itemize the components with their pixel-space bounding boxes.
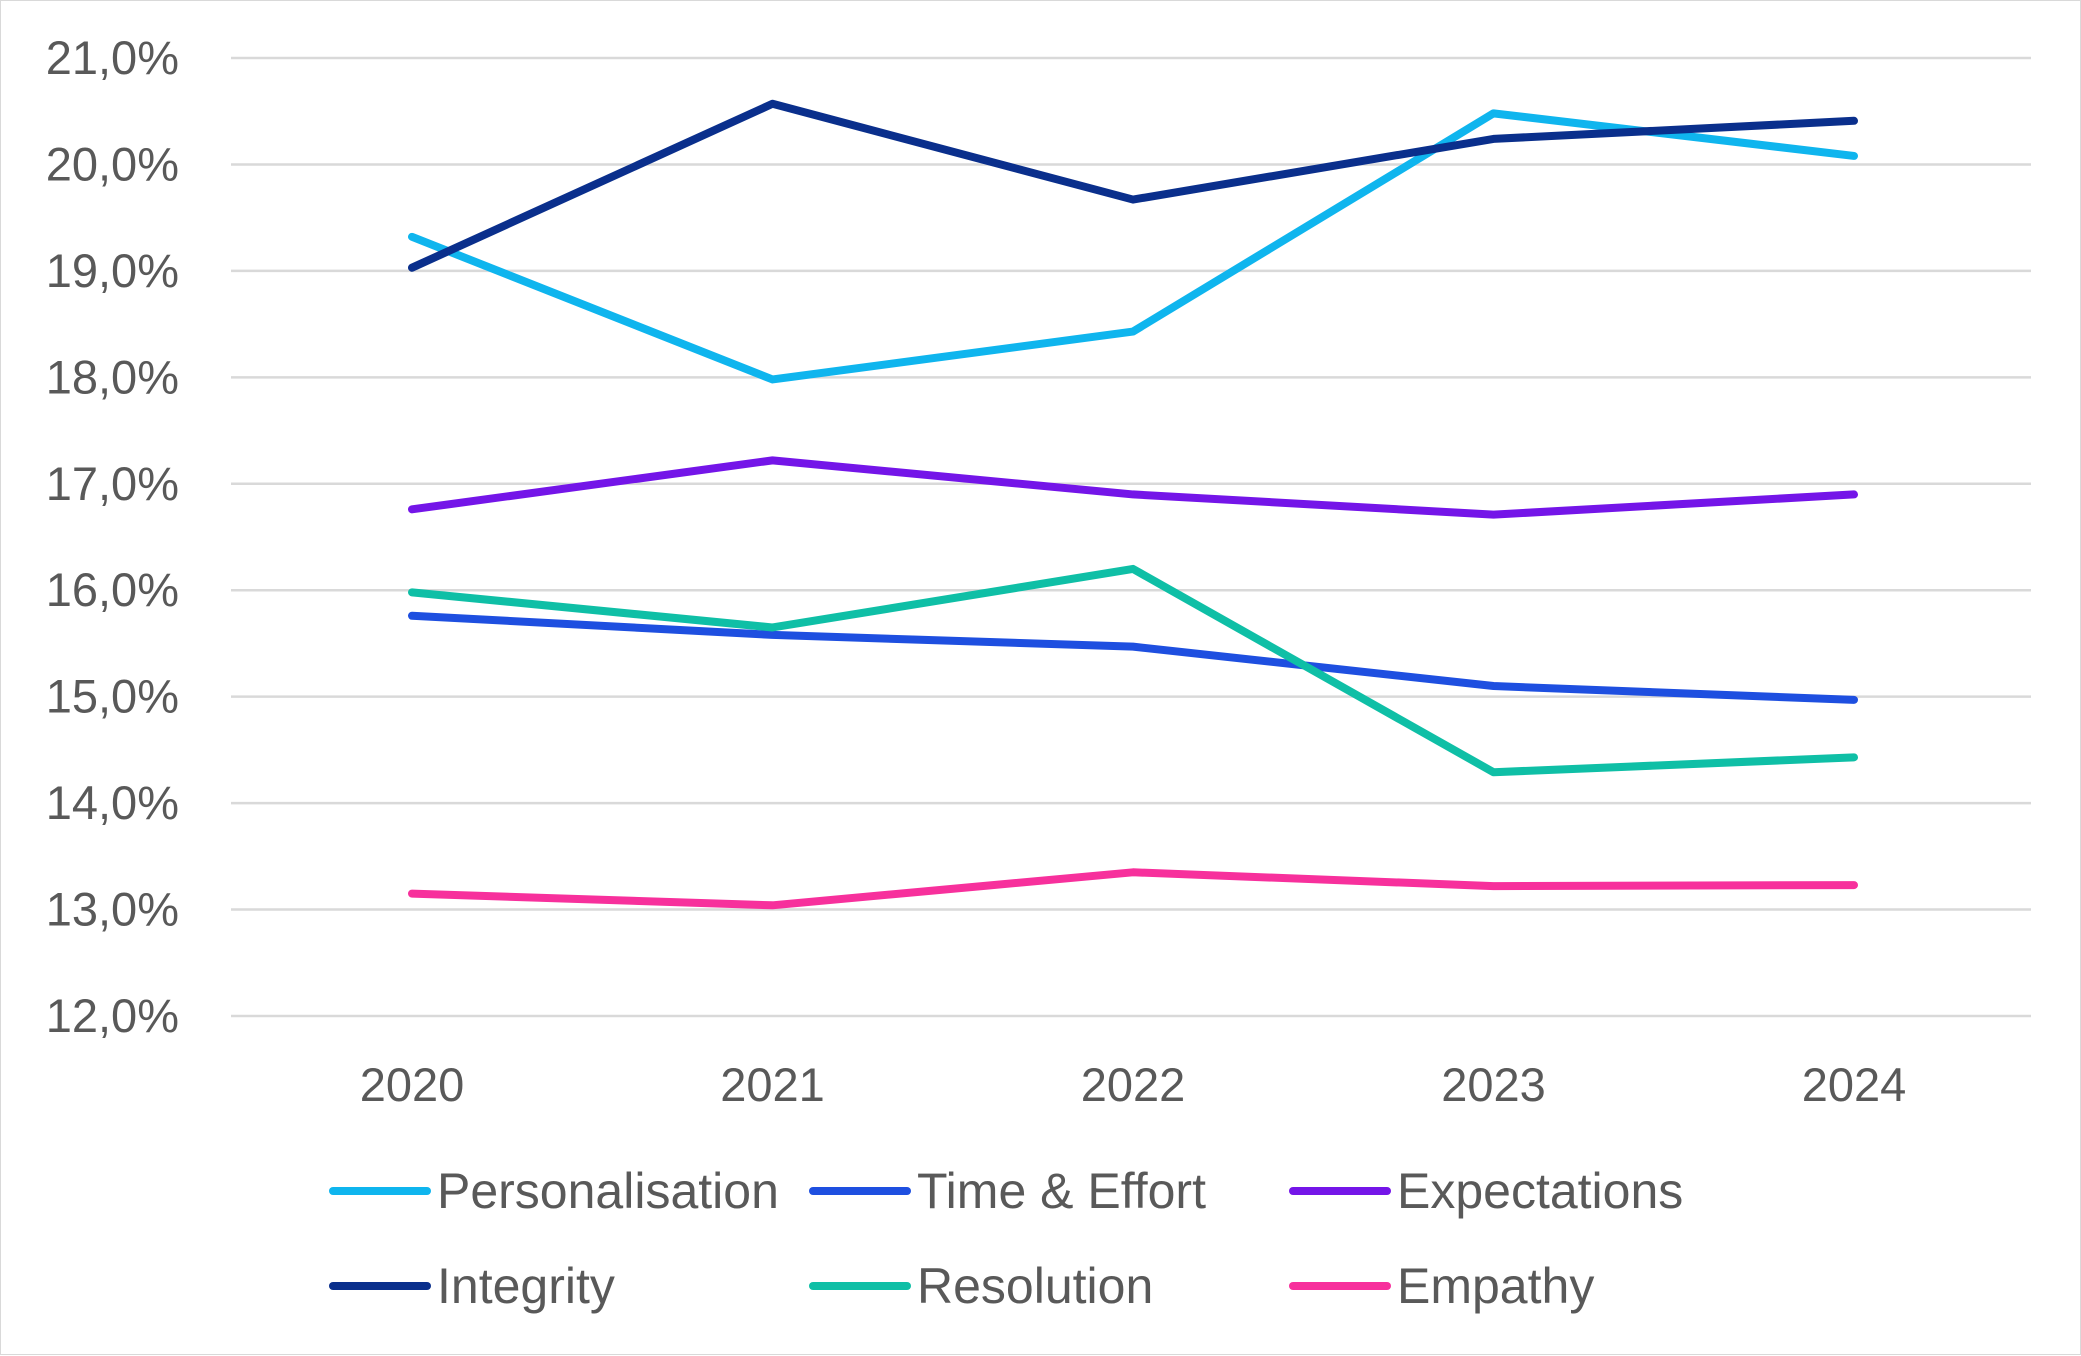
legend-label: Expectations: [1397, 1163, 1683, 1219]
x-tick-label: 2020: [360, 1058, 465, 1111]
series-line-resolution: [408, 564, 1858, 777]
series-lines: [408, 99, 1858, 910]
legend-item-integrity[interactable]: Integrity: [329, 1258, 615, 1314]
legend-item-expectations[interactable]: Expectations: [1289, 1163, 1683, 1219]
legend: Personalisation Time & Effort Expectations…: [329, 1163, 1683, 1314]
y-tick-label: 16,0%: [46, 563, 179, 616]
legend-item-empathy[interactable]: Empathy: [1289, 1258, 1594, 1314]
y-tick-label: 19,0%: [46, 244, 179, 297]
legend-item-resolution[interactable]: Resolution: [809, 1258, 1153, 1314]
y-tick-label: 14,0%: [46, 776, 179, 829]
legend-label: Resolution: [917, 1258, 1153, 1314]
legend-label: Time & Effort: [917, 1163, 1206, 1219]
y-tick-label: 13,0%: [46, 883, 179, 936]
y-tick-label: 20,0%: [46, 137, 179, 190]
y-tick-label: 12,0%: [46, 989, 179, 1042]
legend-label: Empathy: [1397, 1258, 1594, 1314]
series-line-time-and-effort: [408, 611, 1858, 704]
y-axis-tick-labels: 12,0% 13,0% 14,0% 15,0% 16,0% 17,0% 18,0% 19,0%…: [46, 31, 179, 1042]
series-line-expectations: [408, 456, 1858, 519]
y-tick-label: 17,0%: [46, 457, 179, 510]
legend-label: Personalisation: [437, 1163, 779, 1219]
gridlines: [231, 56, 2031, 1018]
y-tick-label: 18,0%: [46, 350, 179, 403]
series-line-personalisation: [408, 109, 1858, 384]
legend-label: Integrity: [437, 1258, 615, 1314]
legend-item-time-and-effort[interactable]: Time & Effort: [809, 1163, 1206, 1219]
series-line-integrity: [408, 99, 1858, 272]
x-tick-label: 2021: [720, 1058, 825, 1111]
y-tick-label: 15,0%: [46, 670, 179, 723]
series-line-empathy: [408, 868, 1858, 910]
x-tick-label: 2024: [1802, 1058, 1907, 1111]
x-tick-label: 2023: [1441, 1058, 1546, 1111]
legend-item-personalisation[interactable]: Personalisation: [329, 1163, 779, 1219]
x-axis-tick-labels: 2020 2021 2022 2023 2024: [360, 1058, 1907, 1111]
y-tick-label: 21,0%: [46, 31, 179, 84]
x-tick-label: 2022: [1081, 1058, 1186, 1111]
